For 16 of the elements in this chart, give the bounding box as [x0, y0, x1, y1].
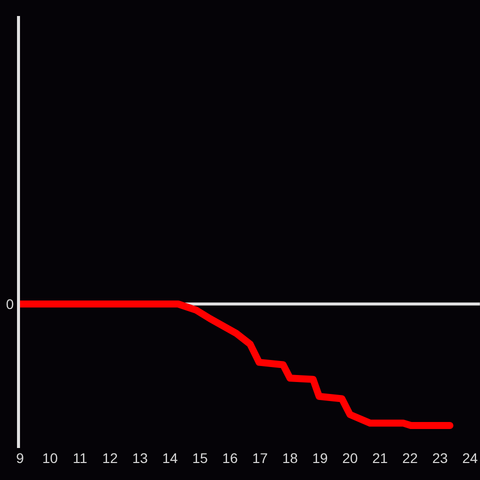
x-tick-label: 18 — [282, 450, 298, 466]
x-tick-label: 23 — [432, 450, 448, 466]
x-tick-label: 17 — [252, 450, 268, 466]
x-tick-label: 15 — [192, 450, 208, 466]
x-tick-label: 19 — [312, 450, 328, 466]
x-tick-label: 16 — [222, 450, 238, 466]
x-tick-label: 22 — [402, 450, 418, 466]
x-tick-label: 13 — [132, 450, 148, 466]
x-tick-label: 20 — [342, 450, 358, 466]
x-tick-label: 12 — [102, 450, 118, 466]
x-tick-label: 14 — [162, 450, 178, 466]
x-tick-label: 11 — [72, 450, 88, 466]
x-tick-label: 24 — [462, 450, 478, 466]
x-tick-label: 10 — [42, 450, 58, 466]
x-tick-label: 21 — [372, 450, 388, 466]
x-tick-label: 9 — [16, 450, 24, 466]
